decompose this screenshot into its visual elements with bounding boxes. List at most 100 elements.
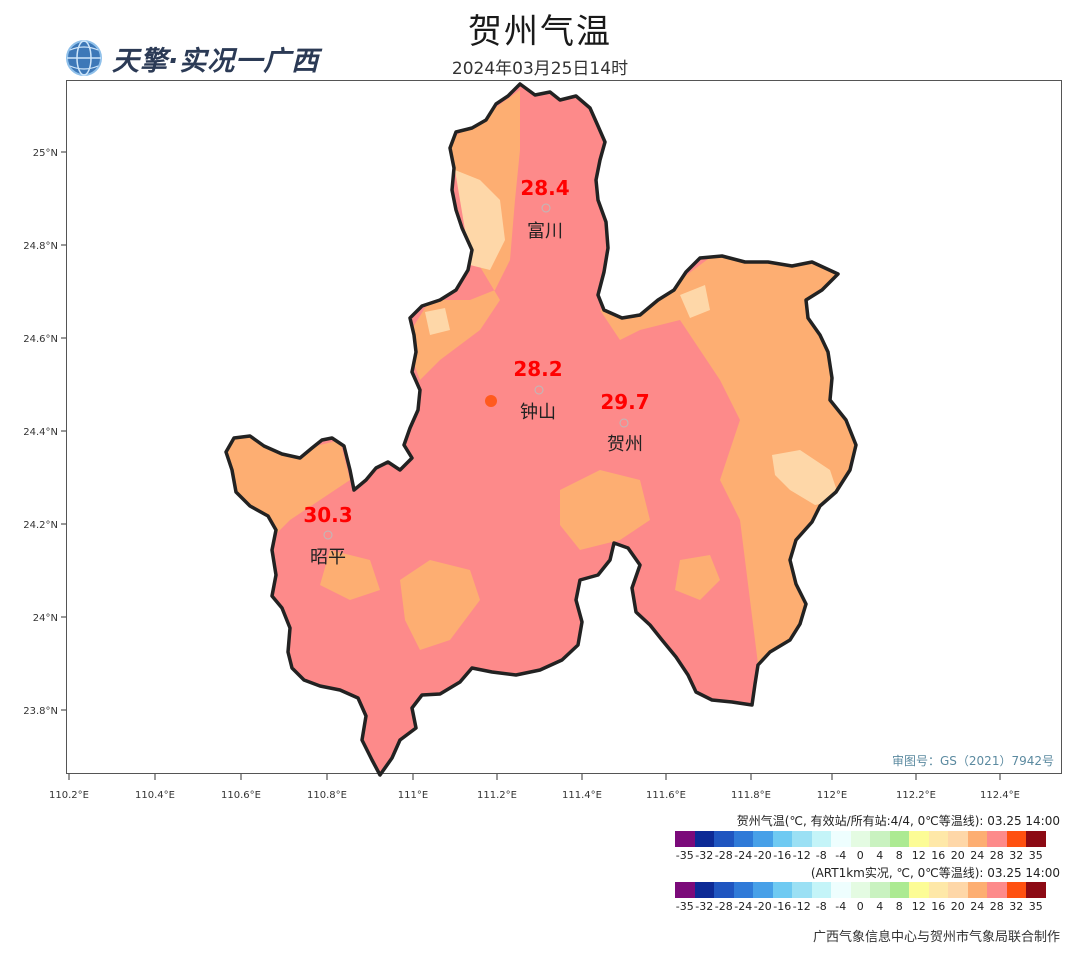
station-hezhou: 29.7 贺州 — [600, 390, 649, 455]
legend-label: 35 — [1028, 900, 1043, 913]
lon-tick-label: 110.8°E — [307, 790, 347, 801]
legend-swatch — [889, 882, 909, 898]
station-name: 昭平 — [310, 547, 346, 568]
lon-tick-label: 110.2°E — [49, 790, 89, 801]
legend-swatch — [772, 882, 792, 898]
contour-band — [425, 308, 450, 335]
legend-swatch — [909, 831, 929, 847]
legend-label: 35 — [1028, 849, 1043, 862]
logo-text: 天擎·实况一广西 — [112, 45, 320, 77]
legend-swatch — [733, 831, 753, 847]
legend-swatch — [694, 831, 714, 847]
legend-label: 32 — [1009, 849, 1024, 862]
legend-label: -4 — [835, 849, 847, 862]
contour-band — [675, 555, 720, 600]
legend-swatch — [1026, 882, 1046, 898]
legend-swatch — [694, 882, 714, 898]
legend-label: -16 — [773, 849, 792, 862]
contour-band — [405, 90, 520, 380]
legend-label: -24 — [734, 900, 753, 913]
lat-tick-label: 24.6°N — [23, 334, 58, 345]
lon-tick-label: 112°E — [817, 790, 847, 801]
legend-label: -24 — [734, 849, 753, 862]
map-title: 贺州气温 — [468, 12, 612, 52]
legend-swatch — [733, 882, 753, 898]
legend-label: 4 — [876, 849, 884, 862]
legend-label: -12 — [792, 849, 811, 862]
legend-label: 12 — [911, 900, 926, 913]
legend-swatch — [870, 831, 890, 847]
legend-label: 0 — [856, 849, 864, 862]
credit-text: 广西气象信息中心与贺州市气象局联合制作 — [812, 930, 1060, 945]
legend-colorbar-grid — [675, 882, 1046, 898]
legend-swatch — [753, 882, 773, 898]
station-marker — [534, 385, 544, 395]
lon-tick-label: 111°E — [398, 790, 428, 801]
station-value: 28.2 — [513, 357, 562, 381]
map-approval-number: 审图号：GS（2021）7942号 — [892, 754, 1054, 768]
contour-band — [400, 560, 480, 650]
legend-swatch — [831, 831, 851, 847]
legend-swatch — [948, 882, 968, 898]
station-value: 28.4 — [520, 176, 569, 200]
legend-swatch — [1006, 831, 1026, 847]
lon-tick-label: 112.2°E — [896, 790, 936, 801]
legend-swatch — [772, 831, 792, 847]
legend-swatch — [675, 882, 695, 898]
legend-swatch — [987, 831, 1007, 847]
station-zhongshan: 28.2 钟山 — [513, 357, 562, 423]
legend-swatch — [870, 882, 890, 898]
lon-axis: 110.2°E 110.4°E 110.6°E 110.8°E 111°E 11… — [49, 774, 1020, 801]
legend-label: -16 — [773, 900, 792, 913]
legend-label: 20 — [950, 900, 965, 913]
legend-swatch — [792, 831, 812, 847]
legend-label: -20 — [753, 849, 772, 862]
legend-label: 16 — [931, 849, 946, 862]
legend-label: 32 — [1009, 900, 1024, 913]
legend-swatch — [987, 882, 1007, 898]
station-marker — [541, 203, 551, 213]
legend-label: 4 — [876, 900, 884, 913]
legend-label: -8 — [815, 900, 827, 913]
lat-tick-label: 24°N — [33, 613, 58, 624]
legend-swatch — [909, 882, 929, 898]
hot-spot — [485, 395, 497, 407]
legend-label: 28 — [989, 849, 1004, 862]
legend-swatch — [850, 831, 870, 847]
station-name: 富川 — [527, 221, 563, 242]
globe-icon — [66, 40, 102, 76]
legend-swatch — [967, 831, 987, 847]
lon-tick-label: 111.8°E — [731, 790, 771, 801]
legend-swatch — [675, 831, 695, 847]
legend-label: 16 — [931, 900, 946, 913]
legend-label: -8 — [815, 849, 827, 862]
lat-tick-label: 23.8°N — [23, 706, 58, 717]
station-value: 30.3 — [303, 503, 352, 527]
legend-label: 24 — [970, 900, 985, 913]
station-marker — [323, 530, 333, 540]
map-subtitle: 2024年03月25日14时 — [451, 59, 629, 79]
legend-swatch — [928, 831, 948, 847]
legend-label: -35 — [675, 849, 694, 862]
legend-swatch — [850, 882, 870, 898]
legend-swatch — [811, 831, 831, 847]
lon-tick-label: 111.2°E — [477, 790, 517, 801]
lon-tick-label: 110.4°E — [135, 790, 175, 801]
legend-swatch — [831, 882, 851, 898]
legend-labels-grid: -35 -32 -28 -24 -20 -16 -12 -8 -4 0 4 8 12 16 20 24 28 32… — [675, 900, 1065, 914]
legend-swatch — [792, 882, 812, 898]
lat-tick-label: 24.8°N — [23, 241, 58, 252]
legend-label: -28 — [714, 849, 733, 862]
legend-label: -4 — [835, 900, 847, 913]
station-fuchuan: 28.4 富川 — [520, 176, 569, 242]
legend-swatch — [889, 831, 909, 847]
legend-label: 20 — [950, 849, 965, 862]
legend-title-station: 贺州气温(℃, 有效站/所有站:4/4, 0℃等温线): 03.25 14:00 — [736, 814, 1060, 828]
legend-label: -20 — [753, 900, 772, 913]
legend-label: -32 — [695, 900, 714, 913]
station-marker — [619, 418, 629, 428]
legend-label: -35 — [675, 900, 694, 913]
contour-band — [560, 470, 650, 550]
legend-swatch — [714, 831, 734, 847]
lat-tick-label: 24.2°N — [23, 520, 58, 531]
